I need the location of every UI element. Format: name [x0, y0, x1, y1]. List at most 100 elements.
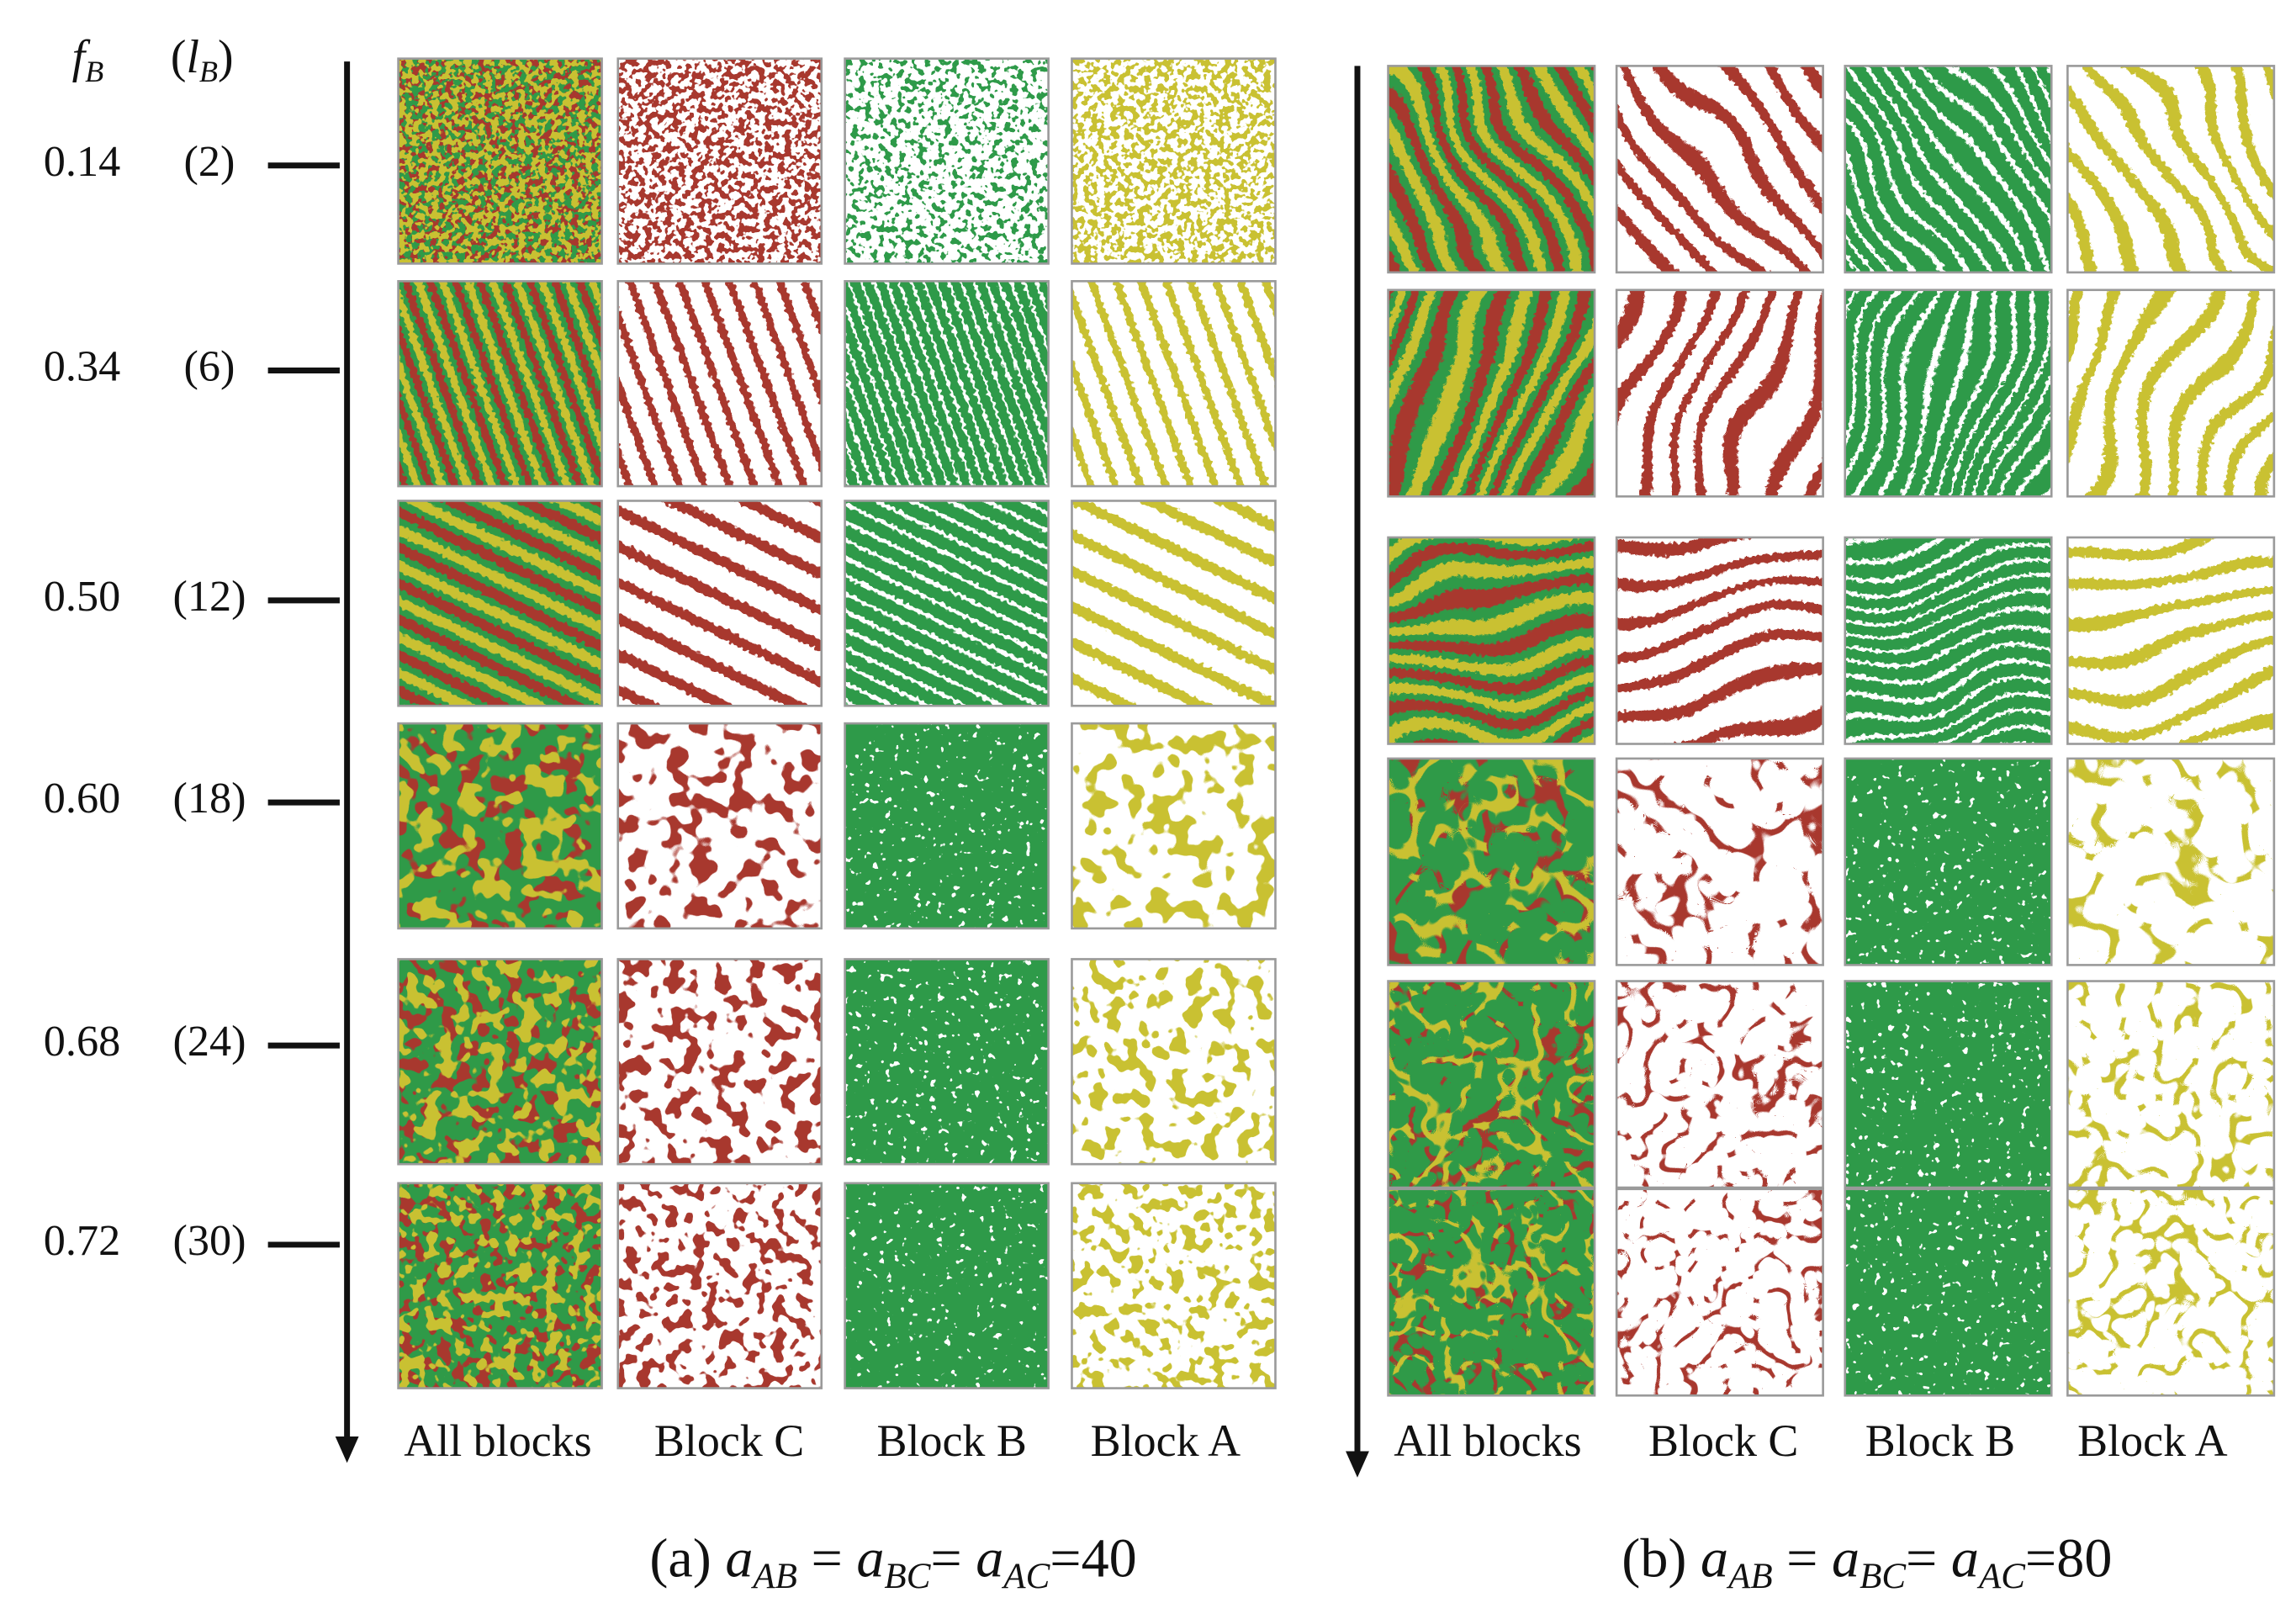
snapshot — [1844, 1188, 2052, 1396]
snapshot-frame — [616, 57, 823, 265]
snapshot — [1844, 289, 2052, 497]
snapshot — [398, 959, 602, 1165]
fraction-label: 0.34 — [44, 342, 120, 391]
column-label: Block C — [654, 1415, 804, 1466]
texture-layer — [2067, 537, 2274, 744]
texture-layer — [1071, 959, 1276, 1165]
texture-layer — [398, 723, 602, 929]
snapshot-frame — [844, 500, 1050, 707]
column-label: Block C — [1648, 1415, 1798, 1466]
texture-layer — [617, 723, 822, 929]
texture-layer — [398, 959, 602, 1165]
snapshot — [2067, 289, 2274, 497]
snapshot — [844, 58, 1049, 264]
texture-layer — [1616, 758, 1823, 966]
snapshot-frame — [844, 1182, 1050, 1389]
snapshot — [1388, 758, 1595, 966]
snapshot-frame — [1844, 757, 2053, 966]
texture-layer — [1388, 537, 1595, 744]
texture-layer — [1071, 500, 1276, 706]
texture-layer — [844, 58, 1049, 264]
snapshot — [1071, 1183, 1276, 1389]
column-label: Block A — [2077, 1415, 2227, 1466]
texture-layer — [1616, 537, 1823, 744]
texture-layer — [398, 500, 602, 706]
snapshot-frame — [2066, 536, 2276, 745]
fraction-label: 0.72 — [44, 1216, 120, 1265]
snapshot — [398, 723, 602, 929]
snapshot — [1071, 281, 1276, 487]
snapshot-frame — [1071, 500, 1277, 707]
math-symbol: a — [1951, 1528, 1979, 1590]
math-subscript: AC — [1001, 1557, 1050, 1596]
texture-layer — [617, 500, 822, 706]
snapshot — [1844, 66, 2052, 272]
snapshot — [1071, 959, 1276, 1165]
snapshot — [844, 500, 1049, 706]
fraction-label: 0.14 — [44, 137, 120, 186]
snapshot — [1071, 500, 1276, 706]
texture-layer — [398, 58, 602, 264]
length-label: (18) — [172, 774, 246, 823]
texture-layer — [617, 281, 822, 487]
snapshot — [2067, 66, 2274, 272]
snapshot — [844, 959, 1049, 1165]
snapshot-frame — [1387, 65, 1596, 274]
math-subscript: BC — [1860, 1557, 1907, 1596]
texture-layer — [844, 959, 1049, 1165]
snapshot-frame — [397, 722, 603, 930]
length-header: (lB) — [171, 31, 234, 88]
texture-layer — [2067, 289, 2274, 497]
snapshot — [617, 58, 822, 264]
texture-layer — [1844, 758, 2052, 966]
snapshot-frame — [616, 722, 823, 930]
snapshot — [1388, 537, 1595, 744]
text-part: = — [1773, 1528, 1832, 1590]
math-symbol: a — [725, 1528, 753, 1590]
text-part: =80 — [2025, 1528, 2112, 1590]
texture-layer — [1616, 1188, 1823, 1396]
snapshot — [2067, 1188, 2274, 1396]
texture-layer — [2067, 66, 2274, 272]
texture-layer — [844, 281, 1049, 487]
text-part: = — [1906, 1528, 1951, 1590]
snapshot — [1071, 723, 1276, 929]
snapshot-frame — [397, 1182, 603, 1389]
snapshot — [1616, 758, 1823, 966]
text-part: ( — [171, 31, 187, 83]
snapshot-frame — [1615, 980, 1824, 1189]
arrow-left — [335, 61, 359, 1463]
snapshot — [617, 500, 822, 706]
snapshot — [617, 959, 822, 1165]
texture-layer — [2067, 1188, 2274, 1396]
snapshot — [398, 1183, 602, 1389]
panel-caption: (a) aAB = aBC= aAC=40 — [649, 1528, 1136, 1596]
texture-layer — [1616, 66, 1823, 272]
snapshot — [1388, 981, 1595, 1188]
snapshot-frame — [397, 57, 603, 265]
snapshot-frame — [1071, 280, 1277, 488]
snapshot — [844, 281, 1049, 487]
texture-layer — [617, 959, 822, 1165]
texture-layer — [1844, 981, 2052, 1188]
fraction-header: fB — [72, 31, 104, 88]
snapshot-frame — [397, 958, 603, 1166]
texture-layer — [1071, 58, 1276, 264]
texture-layer — [1844, 537, 2052, 744]
texture-layer — [844, 1183, 1049, 1389]
snapshot — [844, 1183, 1049, 1389]
texture-layer — [1071, 723, 1276, 929]
snapshot-frame — [1615, 65, 1824, 274]
snapshot — [1844, 758, 2052, 966]
texture-layer — [2067, 981, 2274, 1188]
fraction-label: 0.60 — [44, 774, 120, 823]
math-symbol: a — [976, 1528, 1003, 1590]
fraction-label: 0.68 — [44, 1017, 120, 1066]
snapshot-frame — [1615, 757, 1824, 966]
text-part: (a) — [649, 1528, 725, 1590]
text-part: = — [930, 1528, 976, 1590]
texture-layer — [617, 1183, 822, 1389]
snapshot-frame — [1387, 980, 1596, 1189]
text-part: = — [797, 1528, 856, 1590]
texture-layer — [398, 281, 602, 487]
